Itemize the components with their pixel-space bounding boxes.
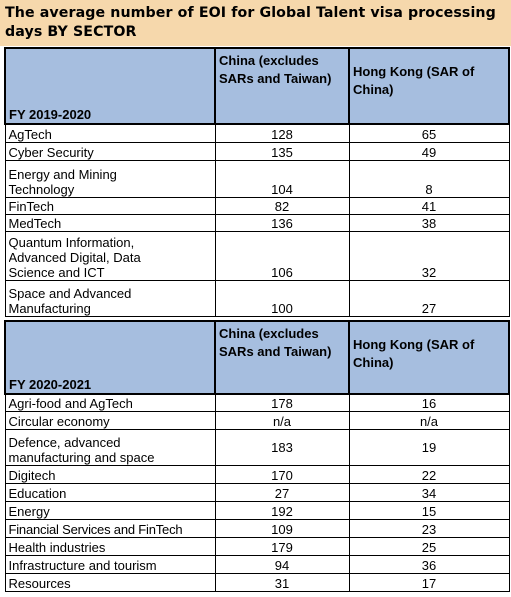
table-row: Energy 192 15 — [4, 500, 510, 520]
column-header-hong-kong: Hong Kong (SAR of China) — [348, 320, 510, 395]
china-value: 27 — [214, 482, 350, 502]
sector-name: Cyber Security — [4, 141, 216, 161]
table-row: Digitech 170 22 — [4, 464, 510, 484]
sector-name: Health industries — [4, 536, 216, 556]
china-value: 106 — [214, 230, 350, 281]
sector-name: Energy and Mining Technology — [4, 159, 216, 198]
column-header-china: China (excludes SARs and Taiwan) — [214, 320, 350, 395]
table-row: Health industries 179 25 — [4, 536, 510, 556]
table-row: Education 27 34 — [4, 482, 510, 502]
hong-kong-value: 8 — [348, 159, 510, 198]
china-value: 94 — [214, 554, 350, 574]
sector-name: Digitech — [4, 464, 216, 484]
china-value: 179 — [214, 536, 350, 556]
table-header-row: FY 2020-2021 China (excludes SARs and Ta… — [4, 320, 510, 395]
hong-kong-value: 22 — [348, 464, 510, 484]
table-row: Defence, advanced manufacturing and spac… — [4, 428, 510, 466]
table-row: AgTech 128 65 — [4, 123, 510, 143]
sector-name: Infrastructure and tourism — [4, 554, 216, 574]
table-row: Financial Services and FinTech 109 23 — [4, 518, 510, 538]
hong-kong-value: 38 — [348, 213, 510, 232]
hong-kong-value: 36 — [348, 554, 510, 574]
table-row: FinTech 82 41 — [4, 196, 510, 215]
hong-kong-value: 19 — [348, 428, 510, 466]
table-row: Energy and Mining Technology 104 8 — [4, 159, 510, 198]
table-row: Circular economy n/a n/a — [4, 410, 510, 430]
china-value: 31 — [214, 572, 350, 592]
table-row: Agri-food and AgTech 178 16 — [4, 393, 510, 412]
table-row: Quantum Information, Advanced Digital, D… — [4, 230, 510, 281]
fy-label: FY 2019-2020 — [4, 47, 216, 125]
sector-name: Energy — [4, 500, 216, 520]
table-row: MedTech 136 38 — [4, 213, 510, 232]
china-value: 178 — [214, 393, 350, 412]
fy-label: FY 2020-2021 — [4, 320, 216, 395]
china-value: 192 — [214, 500, 350, 520]
table-row: Space and Advanced Manufacturing 100 27 — [4, 279, 510, 317]
column-header-hong-kong: Hong Kong (SAR of China) — [348, 47, 510, 125]
hong-kong-value: 25 — [348, 536, 510, 556]
sector-name: FinTech — [4, 196, 216, 215]
sector-name-clipped: Quantum Information, Advanced Digital, D… — [4, 230, 216, 281]
sector-name: Space and Advanced Manufacturing — [4, 279, 216, 317]
china-value: 170 — [214, 464, 350, 484]
sector-name: Defence, advanced manufacturing and spac… — [4, 428, 216, 466]
hong-kong-value: 41 — [348, 196, 510, 215]
hong-kong-value: 65 — [348, 123, 510, 143]
table-header-row: FY 2019-2020 China (excludes SARs and Ta… — [4, 47, 510, 125]
china-value: n/a — [214, 410, 350, 430]
sector-name: Education — [4, 482, 216, 502]
china-value: 183 — [214, 428, 350, 466]
table-row: Resources 31 17 — [4, 572, 510, 592]
page-title: The average number of EOI for Global Tal… — [0, 0, 511, 46]
column-header-china: China (excludes SARs and Taiwan) — [214, 47, 350, 125]
hong-kong-value: 49 — [348, 141, 510, 161]
hong-kong-value: 17 — [348, 572, 510, 592]
table-row: Infrastructure and tourism 94 36 — [4, 554, 510, 574]
sector-name: Quantum Information, Advanced Digital, D… — [8, 234, 141, 280]
china-value: 109 — [214, 518, 350, 538]
hong-kong-value: 27 — [348, 279, 510, 317]
hong-kong-value: 34 — [348, 482, 510, 502]
china-value: 135 — [214, 141, 350, 161]
table-fy-2019-2020: FY 2019-2020 China (excludes SARs and Ta… — [4, 47, 510, 317]
hong-kong-value: n/a — [348, 410, 510, 430]
hong-kong-value: 23 — [348, 518, 510, 538]
sector-name: Circular economy — [4, 410, 216, 430]
hong-kong-value: 16 — [348, 393, 510, 412]
china-value: 100 — [214, 279, 350, 317]
sector-name: AgTech — [4, 123, 216, 143]
table-fy-2020-2021: FY 2020-2021 China (excludes SARs and Ta… — [4, 320, 510, 592]
china-value: 128 — [214, 123, 350, 143]
sector-name: Resources — [4, 572, 216, 592]
table-row: Cyber Security 135 49 — [4, 141, 510, 161]
china-value: 136 — [214, 213, 350, 232]
hong-kong-value: 32 — [348, 230, 510, 281]
sector-name: MedTech — [4, 213, 216, 232]
sector-name: Agri-food and AgTech — [4, 393, 216, 412]
china-value: 104 — [214, 159, 350, 198]
hong-kong-value: 15 — [348, 500, 510, 520]
china-value: 82 — [214, 196, 350, 215]
sector-name: Financial Services and FinTech — [4, 518, 216, 538]
